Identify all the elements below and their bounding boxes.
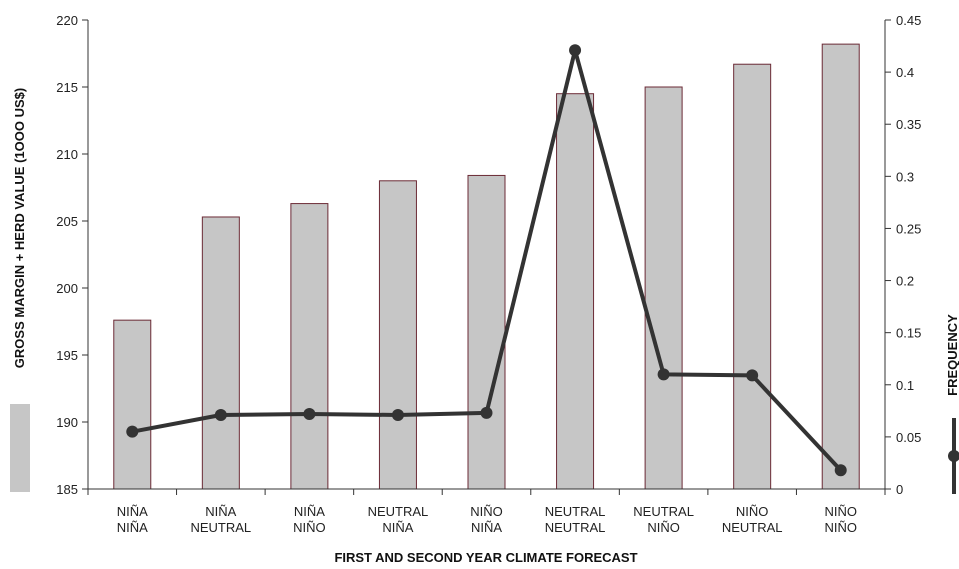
left-tick-label: 210	[56, 147, 78, 162]
right-tick-label: 0.2	[896, 274, 914, 289]
left-tick-label: 200	[56, 281, 78, 296]
right-tick-label: 0.05	[896, 430, 921, 445]
bar	[378, 180, 417, 490]
category-label: NEUTRAL	[368, 504, 429, 519]
right-tick-label: 0	[896, 482, 903, 497]
y-axis-title: GROSS MARGIN + HERD VALUE (1OOO US$)	[12, 88, 27, 368]
left-tick-label: 195	[56, 348, 78, 363]
frequency-point	[480, 406, 493, 419]
right-tick-label: 0.15	[896, 326, 921, 341]
category-label: NEUTRAL	[545, 520, 606, 535]
bar	[467, 174, 506, 490]
bar	[290, 203, 329, 490]
bar	[644, 86, 683, 490]
right-tick-label: 0.3	[896, 169, 914, 184]
frequency-point	[126, 425, 139, 438]
frequency-point	[303, 407, 316, 420]
category-label: NIÑO	[824, 504, 857, 519]
bar-series	[113, 43, 860, 490]
right-y-ticks: 0 0.05 0.1 0.15 0.2 0.25 0.3 0.35 0.4 0.45	[885, 13, 921, 497]
category-label: NEUTRAL	[190, 520, 251, 535]
bar	[821, 43, 860, 490]
category-label: NIÑA	[205, 504, 236, 519]
x-category-labels: NIÑANIÑANIÑANEUTRALNIÑANIÑONEUTRALNIÑANI…	[87, 489, 886, 535]
left-tick-label: 185	[56, 482, 78, 497]
frequency-point	[569, 44, 582, 57]
bar	[733, 63, 772, 490]
right-tick-label: 0.35	[896, 117, 921, 132]
left-tick-label: 205	[56, 214, 78, 229]
left-tick-label: 215	[56, 80, 78, 95]
frequency-point	[214, 409, 227, 422]
left-tick-label: 220	[56, 13, 78, 28]
legend-bar-swatch	[10, 404, 30, 492]
category-label: NIÑA	[471, 520, 502, 535]
category-label: NIÑO	[293, 520, 326, 535]
left-tick-label: 190	[56, 415, 78, 430]
y2-axis-title: FREQUENCY	[945, 314, 959, 396]
legend-line-swatch	[948, 418, 959, 494]
right-tick-label: 0.45	[896, 13, 921, 28]
category-label: NIÑO	[736, 504, 769, 519]
category-label: NIÑA	[382, 520, 413, 535]
category-label: NIÑO	[470, 504, 503, 519]
category-label: NIÑA	[117, 504, 148, 519]
left-y-ticks: 185 190 195 200 205 210 215 220	[56, 13, 88, 497]
x-axis-title: FIRST AND SECOND YEAR CLIMATE FORECAST	[334, 550, 637, 565]
category-label: NEUTRAL	[722, 520, 783, 535]
category-label: NEUTRAL	[633, 504, 694, 519]
line-series	[126, 44, 847, 477]
category-label: NIÑA	[294, 504, 325, 519]
right-tick-label: 0.4	[896, 65, 914, 80]
category-label: NIÑO	[824, 520, 857, 535]
category-label: NIÑO	[647, 520, 680, 535]
right-tick-label: 0.1	[896, 378, 914, 393]
category-label: NEUTRAL	[545, 504, 606, 519]
bar	[113, 319, 152, 490]
right-tick-label: 0.25	[896, 221, 921, 236]
frequency-point	[657, 368, 670, 381]
frequency-point	[391, 409, 404, 422]
frequency-point	[834, 464, 847, 477]
axes	[87, 20, 886, 490]
frequency-point	[746, 369, 759, 382]
category-label: NIÑA	[117, 520, 148, 535]
bar	[556, 93, 595, 490]
bar	[201, 216, 240, 490]
